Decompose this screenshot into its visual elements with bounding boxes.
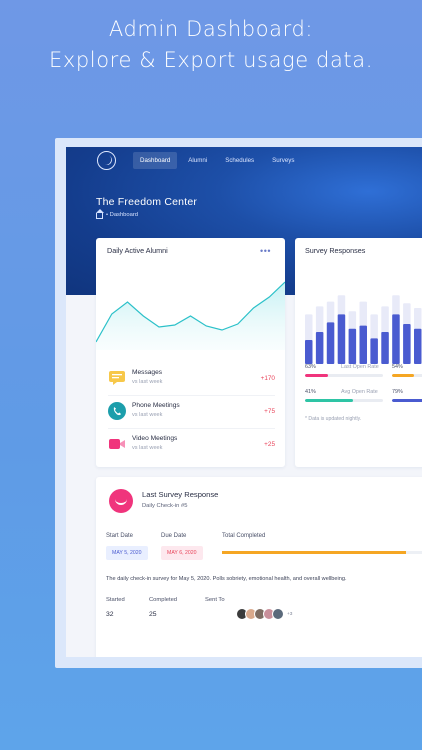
survey-bar-value[interactable] — [337, 314, 346, 364]
survey-responses-chart — [305, 295, 422, 364]
stat-percent: 79% — [392, 389, 403, 395]
metric-value: +170 — [260, 375, 275, 382]
dashboard-screen: Dashboard Alumni Schedules Surveys The F… — [66, 147, 422, 657]
smiley-icon — [109, 489, 133, 513]
survey-responses-card: Survey Responses 63%Last Open Rate54%Las… — [295, 238, 422, 467]
breadcrumb: • Dashboard — [96, 209, 138, 219]
completed-label: Completed — [149, 597, 178, 603]
stat-bar-fill — [305, 374, 329, 377]
metric-row[interactable]: Phone Meetings vs last week +75 — [108, 396, 275, 429]
survey-bar-value[interactable] — [414, 328, 422, 364]
stat-percent: 54% — [392, 364, 403, 370]
card-title: Daily Active Alumni — [107, 246, 168, 255]
metric-comparison: vs last week — [132, 412, 163, 418]
stat-bar — [305, 399, 383, 402]
survey-bar-value[interactable] — [326, 322, 335, 364]
stat-bar — [392, 374, 422, 377]
stat-label: Last Open Rate — [341, 364, 379, 370]
metric-value: +75 — [264, 408, 275, 415]
completion-progress-fill — [222, 551, 407, 554]
stat-percent: 63% — [305, 364, 316, 370]
trend-line — [96, 281, 285, 343]
promo-headline: Admin Dashboard: Explore & Export usage … — [0, 14, 422, 76]
ellipsis-icon[interactable]: ••• — [260, 246, 271, 256]
stat-percent: 41% — [305, 389, 316, 395]
breadcrumb-current[interactable]: • Dashboard — [106, 212, 138, 218]
nav-items: Dashboard Alumni Schedules Surveys — [133, 151, 305, 169]
metric-name: Messages — [132, 369, 163, 376]
nav-item-dashboard[interactable]: Dashboard — [133, 151, 178, 169]
due-date-badge: MAY 6, 2020 — [161, 546, 203, 560]
data-note: * Data is updated nightly. — [305, 416, 362, 422]
promo-line-2: Explore & Export usage data. — [48, 48, 374, 72]
recipient-avatars[interactable]: +3 — [236, 608, 292, 620]
start-date-label: Start Date — [106, 533, 134, 539]
card-title: Last Survey Response — [142, 490, 219, 499]
survey-bar-value[interactable] — [381, 332, 389, 364]
survey-bar-value[interactable] — [403, 324, 411, 364]
avatar[interactable] — [272, 608, 284, 620]
survey-bar-value[interactable] — [370, 338, 378, 364]
metric-row[interactable]: Messages vs last week +170 — [108, 363, 275, 396]
metric-row[interactable]: Video Meetings vs last week +25 — [108, 429, 275, 462]
total-completed-label: Total Completed — [222, 533, 266, 539]
sent-to-label: Sent To — [205, 597, 225, 603]
stat-bar-fill — [392, 374, 414, 377]
survey-bar-value[interactable] — [392, 314, 400, 364]
stat-bar-fill — [305, 399, 354, 402]
daily-active-alumni-card: Daily Active Alumni ••• Messages vs last … — [96, 238, 285, 467]
phone-icon — [108, 402, 126, 420]
metric-name: Phone Meetings — [132, 402, 180, 409]
nav-item-surveys[interactable]: Surveys — [272, 156, 295, 164]
survey-description: The daily check-in survey for May 5, 202… — [106, 576, 347, 582]
top-nav: Dashboard Alumni Schedules Surveys — [66, 147, 422, 173]
metric-name: Video Meetings — [132, 435, 178, 442]
daily-active-alumni-chart — [96, 281, 285, 350]
survey-bar-value[interactable] — [315, 332, 324, 364]
nav-item-schedules[interactable]: Schedules — [225, 156, 255, 164]
stat-bar — [305, 374, 383, 377]
survey-name: Daily Check-in #5 — [142, 503, 188, 509]
home-icon[interactable] — [96, 209, 104, 219]
video-icon — [108, 435, 126, 453]
more-recipients-count[interactable]: +3 — [287, 611, 293, 617]
stat-bar — [392, 399, 422, 402]
survey-bar-value[interactable] — [348, 328, 357, 364]
card-title: Survey Responses — [305, 246, 366, 255]
last-survey-response-card: Last Survey Response Daily Check-in #5 S… — [96, 477, 422, 657]
stat-bar-fill — [392, 399, 422, 402]
logo-icon[interactable] — [97, 150, 116, 170]
survey-bar-value[interactable] — [305, 340, 313, 364]
stat-label: Avg Open Rate — [341, 389, 378, 395]
metric-comparison: vs last week — [132, 445, 163, 451]
due-date-label: Due Date — [161, 533, 187, 539]
survey-bar-value[interactable] — [359, 325, 368, 364]
metric-value: +25 — [264, 441, 275, 448]
nav-item-alumni[interactable]: Alumni — [188, 156, 208, 164]
message-icon — [108, 369, 126, 387]
page-title: The Freedom Center — [96, 196, 198, 208]
completion-progress — [222, 551, 422, 554]
start-date-badge: MAY 5, 2020 — [106, 546, 148, 560]
started-label: Started — [106, 597, 125, 603]
metric-comparison: vs last week — [132, 379, 163, 385]
promo-line-1: Admin Dashboard: — [108, 17, 314, 41]
started-value: 32 — [106, 611, 114, 618]
completed-value: 25 — [149, 611, 157, 618]
